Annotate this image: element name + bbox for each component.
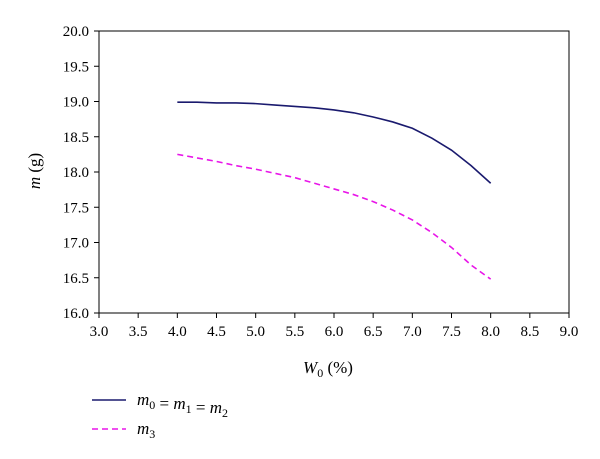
x-tick-label: 7.0: [403, 324, 422, 340]
x-axis-label-main: W: [303, 358, 319, 377]
y-tick-label: 20.0: [63, 24, 89, 40]
y-tick-label: 18.5: [63, 130, 89, 146]
y-tick-label: 17.0: [63, 236, 89, 252]
legend-label-1: m0 = m1 = m2: [137, 390, 228, 420]
series-line-1: [177, 101, 492, 184]
y-axis-label: m (g): [25, 153, 44, 189]
x-tick-label: 5.5: [285, 324, 304, 340]
y-tick-label: 18.0: [63, 165, 89, 181]
x-tick-label: 3.0: [90, 324, 109, 340]
y-tick-label: 19.0: [63, 95, 89, 111]
x-tick-label: 7.5: [442, 324, 461, 340]
y-tick-label: 16.0: [63, 306, 89, 322]
x-axis-label-sub: 0: [317, 366, 323, 380]
x-tick-label: 4.5: [207, 324, 226, 340]
x-tick-label: 6.5: [364, 324, 383, 340]
y-tick-label: 17.5: [63, 200, 89, 216]
x-tick-label: 6.0: [325, 324, 344, 340]
x-tick-label: 8.0: [481, 324, 500, 340]
y-tick-label: 16.5: [63, 271, 89, 287]
y-tick-label: 19.5: [63, 59, 89, 75]
x-tick-label: 8.5: [520, 324, 539, 340]
x-tick-label: 3.5: [129, 324, 148, 340]
series-line-2: [177, 153, 492, 280]
y-axis-label-italic: m: [25, 177, 44, 189]
legend-label-2: m3: [137, 419, 155, 441]
x-axis-label-rest: (%): [323, 358, 353, 377]
y-axis-label-rest: (g): [25, 153, 44, 177]
x-tick-label: 5.0: [246, 324, 265, 340]
x-tick-label: 4.0: [168, 324, 187, 340]
x-tick-label: 9.0: [560, 324, 579, 340]
x-axis-label: W0 (%): [303, 358, 353, 380]
plot-area-frame: [98, 30, 570, 314]
